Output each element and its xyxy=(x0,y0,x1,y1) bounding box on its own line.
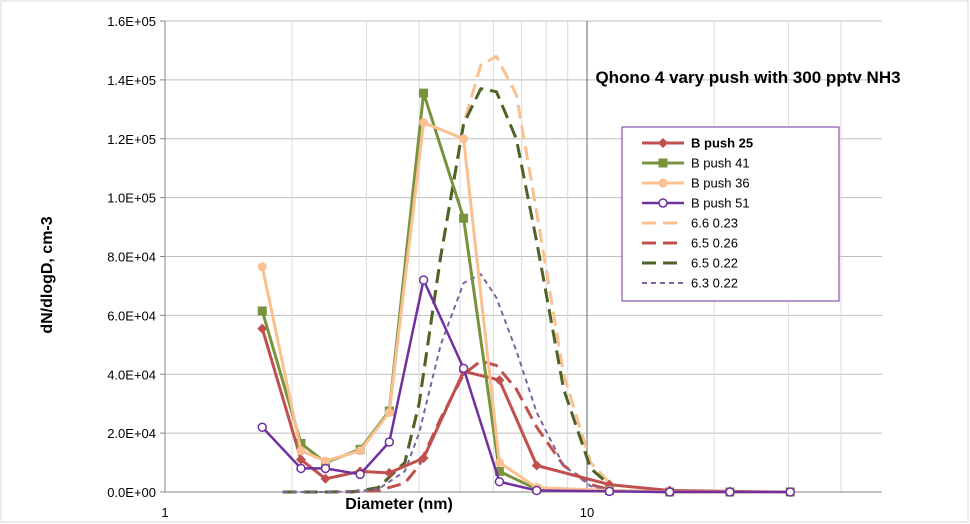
y-tick-label: 2.0E+04 xyxy=(107,426,156,441)
data-point xyxy=(664,487,675,497)
legend-label: B push 25 xyxy=(691,136,753,151)
x-axis-ticks: 1 10 xyxy=(161,505,594,520)
legend-entry: B push 51 xyxy=(642,196,750,211)
data-point xyxy=(320,463,331,474)
legend-label: 6.5 0.22 xyxy=(691,256,738,271)
y-tick-label: 8.0E+04 xyxy=(107,250,156,265)
legend-label: 6.5 0.26 xyxy=(691,236,738,251)
legend-label: 6.3 0.22 xyxy=(691,276,738,291)
data-point xyxy=(257,323,268,334)
x-tick-label: 10 xyxy=(580,505,594,520)
y-tick-label: 1.4E+05 xyxy=(107,73,156,88)
y-tick-label: 1.2E+05 xyxy=(107,132,156,147)
series-4 xyxy=(282,54,614,494)
y-tick-label: 0.0E+00 xyxy=(107,485,156,500)
y-axis-title: dN/dlogD, cm-3 xyxy=(39,216,56,333)
y-tick-label: 4.0E+04 xyxy=(107,367,156,382)
data-point xyxy=(355,469,365,480)
legend-entry: 6.5 0.26 xyxy=(642,236,738,251)
legend-label: B push 51 xyxy=(691,196,750,211)
data-point xyxy=(494,466,504,476)
data-point xyxy=(418,453,429,464)
legend-entry: 6.5 0.22 xyxy=(642,256,738,271)
data-point xyxy=(458,363,469,374)
data-point xyxy=(658,198,668,208)
series-7 xyxy=(282,273,613,493)
y-tick-label: 1.6E+05 xyxy=(107,14,156,29)
data-point xyxy=(257,262,267,272)
data-point xyxy=(355,446,365,456)
data-point xyxy=(494,476,505,487)
legend-label: 6.6 0.23 xyxy=(691,216,738,231)
data-point xyxy=(296,463,306,474)
series-line xyxy=(282,359,613,494)
data-point xyxy=(296,446,306,456)
legend-label: B push 36 xyxy=(691,176,750,191)
y-tick-label: 1.0E+05 xyxy=(107,191,156,206)
data-point xyxy=(296,438,306,448)
legend-box xyxy=(621,126,840,302)
data-point xyxy=(459,134,469,144)
series-5 xyxy=(282,359,613,494)
series-line xyxy=(282,273,613,493)
y-tick-label: 6.0E+04 xyxy=(107,308,156,323)
y-axis-ticks: 0.0E+00 2.0E+04 4.0E+04 6.0E+04 8.0E+04 1.0E+… xyxy=(107,14,165,500)
legend-entry: B push 25 xyxy=(642,136,753,151)
data-point xyxy=(295,454,306,465)
legend-entry: 6.3 0.22 xyxy=(642,276,738,291)
data-point xyxy=(384,408,394,418)
legend-entry: B push 41 xyxy=(642,156,750,171)
data-point xyxy=(531,485,542,496)
x-axis-title: Diameter (nm) xyxy=(345,496,453,513)
data-point xyxy=(658,178,668,188)
data-point xyxy=(459,213,469,223)
x-tick-label: 1 xyxy=(161,505,168,520)
data-point xyxy=(785,487,795,497)
data-point xyxy=(725,487,735,497)
data-point xyxy=(384,437,395,447)
series-group xyxy=(257,54,796,497)
data-point xyxy=(531,460,542,471)
data-point xyxy=(320,473,331,484)
data-point xyxy=(658,138,668,148)
legend-label: B push 41 xyxy=(691,156,750,171)
data-point xyxy=(604,486,615,497)
data-point xyxy=(418,275,429,285)
legend-entry: B push 36 xyxy=(642,176,750,191)
legend-entry: 6.6 0.23 xyxy=(642,216,738,231)
data-point xyxy=(384,467,395,478)
data-point xyxy=(257,306,267,316)
chart-title: Qhono 4 vary push with 300 pptv NH3 xyxy=(595,68,900,87)
data-point xyxy=(320,456,330,466)
data-point xyxy=(257,422,268,432)
data-point xyxy=(419,118,429,128)
legend: B push 25 B push 41 B push 36 B push 51 6.6 … xyxy=(621,126,840,302)
series-3 xyxy=(257,275,795,497)
series-6 xyxy=(282,87,614,494)
data-point xyxy=(658,158,668,168)
data-point xyxy=(494,375,505,386)
series-line xyxy=(282,87,614,494)
data-point xyxy=(494,458,504,468)
series-line xyxy=(282,54,614,494)
data-point xyxy=(419,88,429,98)
